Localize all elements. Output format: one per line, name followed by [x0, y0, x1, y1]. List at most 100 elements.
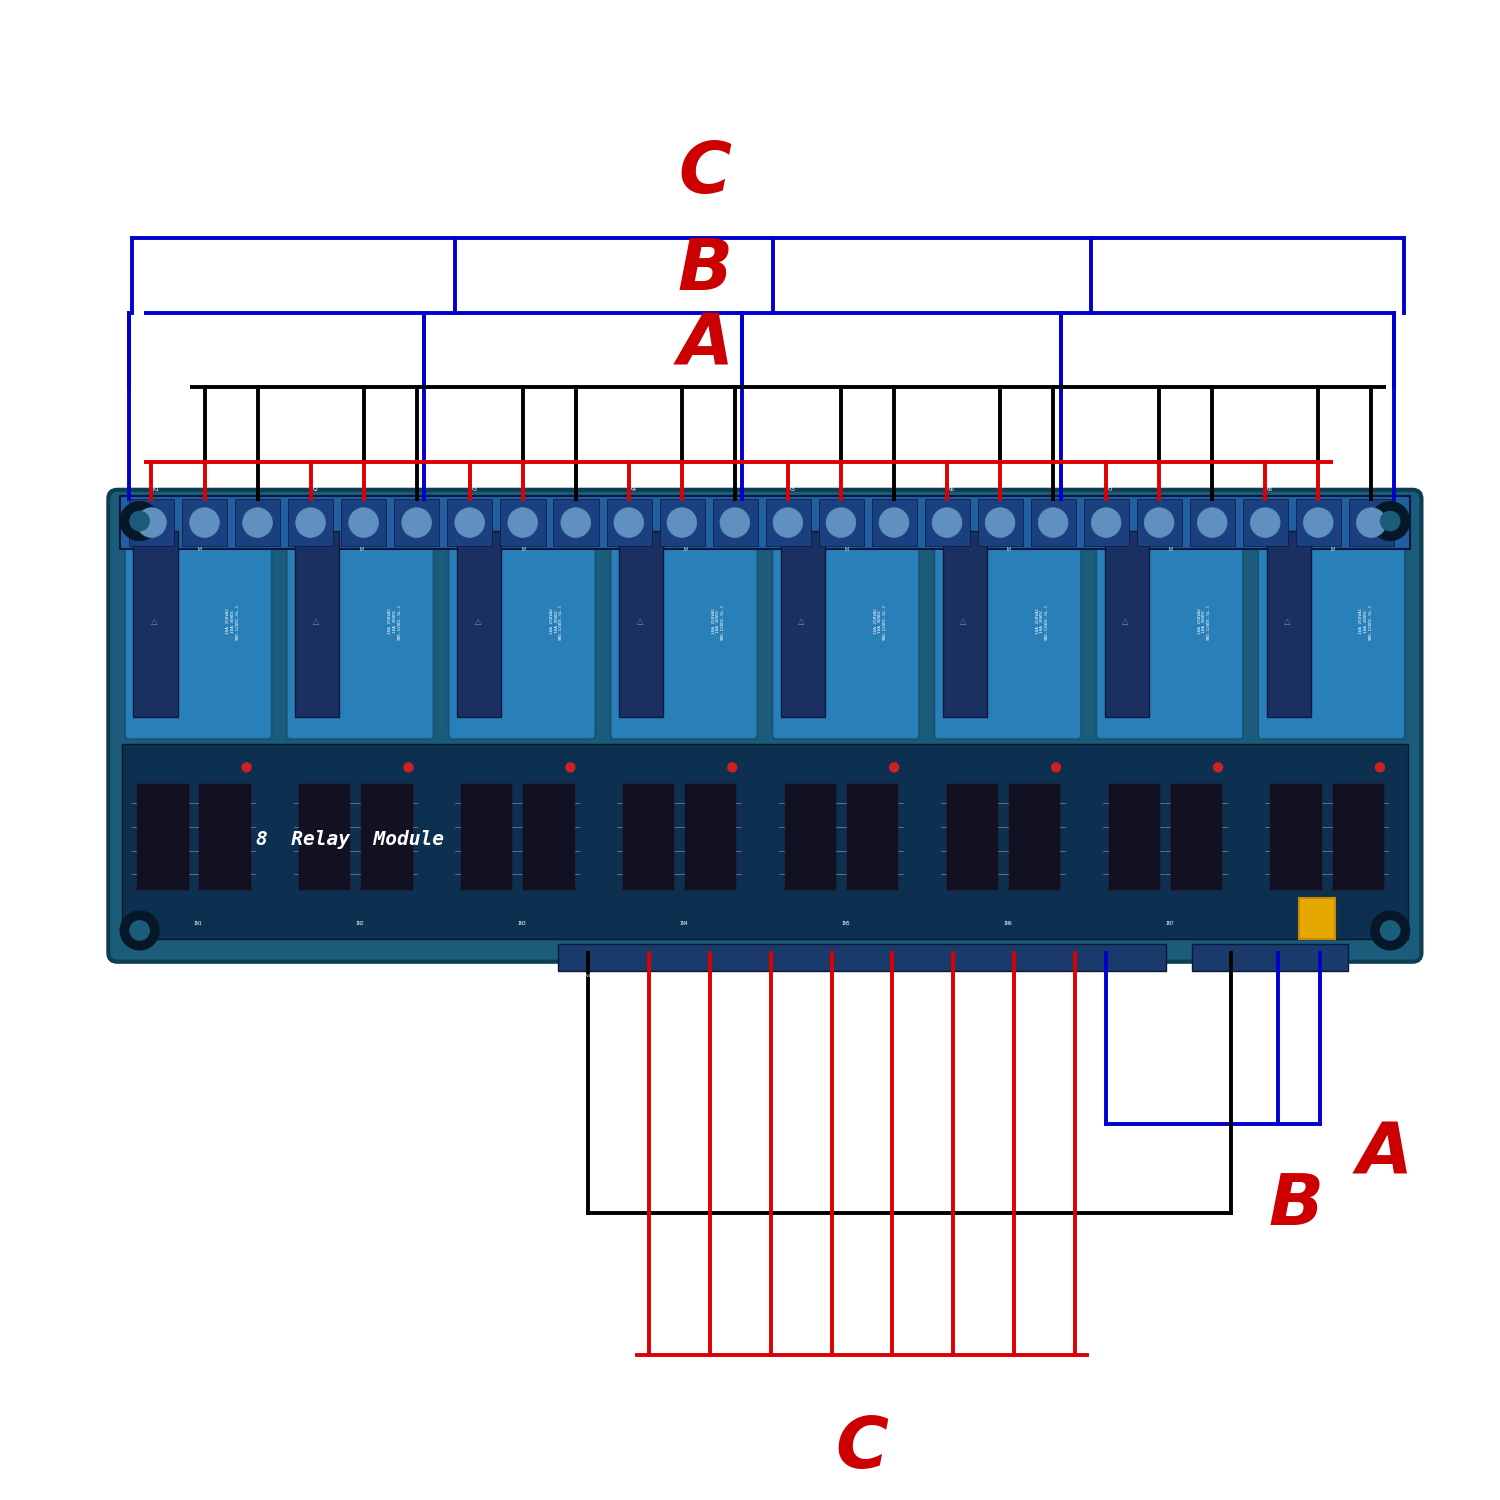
Text: A: A	[678, 310, 734, 380]
Text: 10A 250VAC
10A 30VDC
SRD-12VDC-SL-C: 10A 250VAC 10A 30VDC SRD-12VDC-SL-C	[874, 603, 886, 639]
Bar	[342, 500, 387, 546]
Text: A: A	[1358, 1119, 1413, 1188]
Text: SONGLE: SONGLE	[1170, 532, 1174, 550]
Bar	[136, 783, 189, 891]
Text: C: C	[836, 1414, 888, 1484]
FancyBboxPatch shape	[772, 504, 920, 740]
Circle shape	[454, 507, 484, 537]
Text: SONGLE: SONGLE	[198, 532, 204, 550]
Bar	[871, 500, 916, 546]
Text: GND: GND	[584, 974, 592, 978]
Circle shape	[296, 507, 326, 537]
Text: IN7: IN7	[1166, 921, 1174, 926]
Circle shape	[561, 507, 591, 537]
FancyBboxPatch shape	[124, 504, 272, 740]
Text: IN7: IN7	[1011, 974, 1019, 978]
FancyBboxPatch shape	[1096, 504, 1244, 740]
FancyBboxPatch shape	[286, 504, 434, 740]
Bar	[712, 500, 758, 546]
Text: K4: K4	[630, 488, 636, 492]
Circle shape	[509, 507, 537, 537]
Circle shape	[1214, 764, 1222, 772]
Text: B: B	[678, 236, 734, 304]
Bar	[1299, 898, 1335, 939]
Bar	[501, 500, 546, 546]
Text: K5: K5	[789, 488, 795, 492]
FancyBboxPatch shape	[610, 504, 758, 740]
Bar	[1104, 531, 1149, 717]
Text: △: △	[152, 616, 157, 626]
Circle shape	[1356, 507, 1386, 537]
Circle shape	[772, 507, 802, 537]
Circle shape	[890, 764, 898, 772]
Bar	[558, 944, 1167, 970]
Text: △: △	[960, 616, 968, 626]
Text: 10A 250VAC
10A 30VDC
SRD-12VDC-SL-C: 10A 250VAC 10A 30VDC SRD-12VDC-SL-C	[550, 603, 562, 639]
Circle shape	[130, 512, 150, 531]
Text: △: △	[1122, 616, 1128, 626]
Text: IN1: IN1	[194, 921, 202, 926]
Text: 10A 250VAC
10A 30VDC
SRD-12VDC-SL-C: 10A 250VAC 10A 30VDC SRD-12VDC-SL-C	[712, 603, 724, 639]
Text: IN3: IN3	[766, 974, 774, 978]
Text: GND: GND	[1234, 974, 1244, 978]
FancyBboxPatch shape	[934, 504, 1082, 740]
Bar	[1030, 500, 1075, 546]
Bar	[606, 500, 651, 546]
Text: 10A 250VAC
10A 30VDC
SRD-12VDC-SL-C: 10A 250VAC 10A 30VDC SRD-12VDC-SL-C	[388, 603, 402, 639]
Circle shape	[136, 507, 166, 537]
Bar	[1084, 500, 1130, 546]
Circle shape	[242, 764, 250, 772]
Circle shape	[986, 507, 1016, 537]
Circle shape	[1371, 910, 1410, 950]
Bar	[1296, 500, 1341, 546]
Bar	[1269, 783, 1322, 891]
Circle shape	[402, 507, 432, 537]
Bar	[296, 531, 339, 717]
Text: IN4: IN4	[828, 974, 836, 978]
Circle shape	[243, 507, 273, 537]
Bar	[360, 783, 413, 891]
Text: IN3: IN3	[518, 921, 526, 926]
Text: IN5: IN5	[890, 974, 896, 978]
Text: △: △	[798, 616, 806, 626]
Circle shape	[1371, 501, 1410, 540]
Bar	[1008, 783, 1060, 891]
Text: SONGLE: SONGLE	[1332, 532, 1336, 550]
Text: 10A 250VAC
10A 30VDC
SRD-12VDC-SL-C: 10A 250VAC 10A 30VDC SRD-12VDC-SL-C	[226, 603, 240, 639]
Bar	[182, 500, 228, 546]
Bar	[460, 783, 513, 891]
Circle shape	[566, 764, 574, 772]
Bar	[298, 783, 351, 891]
Circle shape	[130, 921, 150, 940]
Bar	[1137, 500, 1182, 546]
Circle shape	[404, 764, 412, 772]
Text: B: B	[1269, 1172, 1323, 1240]
Circle shape	[350, 507, 378, 537]
Text: 8  Relay  Module: 8 Relay Module	[256, 830, 444, 849]
Bar	[120, 496, 1410, 549]
Circle shape	[120, 910, 159, 950]
Text: IN2: IN2	[706, 974, 714, 978]
Text: IN8: IN8	[1071, 974, 1078, 978]
Bar	[447, 500, 492, 546]
Text: SONGLE: SONGLE	[684, 532, 688, 550]
Circle shape	[1144, 507, 1174, 537]
Bar	[782, 531, 825, 717]
Text: 10A 250VAC
10A 30VDC
SRD-12VDC-SL-C: 10A 250VAC 10A 30VDC SRD-12VDC-SL-C	[1359, 603, 1372, 639]
Bar	[236, 500, 280, 546]
Text: C: C	[680, 140, 732, 208]
Text: VCC: VCC	[1296, 974, 1305, 978]
Text: K7: K7	[1107, 488, 1114, 492]
Bar	[765, 500, 810, 546]
Text: K8: K8	[1266, 488, 1274, 492]
Bar	[129, 500, 174, 546]
Circle shape	[1197, 507, 1227, 537]
Bar	[978, 500, 1023, 546]
Bar	[1190, 500, 1234, 546]
Bar	[122, 744, 1408, 939]
Circle shape	[1092, 507, 1120, 537]
Text: IN5: IN5	[842, 921, 850, 926]
Text: IN6: IN6	[950, 974, 957, 978]
Bar	[846, 783, 898, 891]
FancyBboxPatch shape	[1258, 504, 1406, 740]
